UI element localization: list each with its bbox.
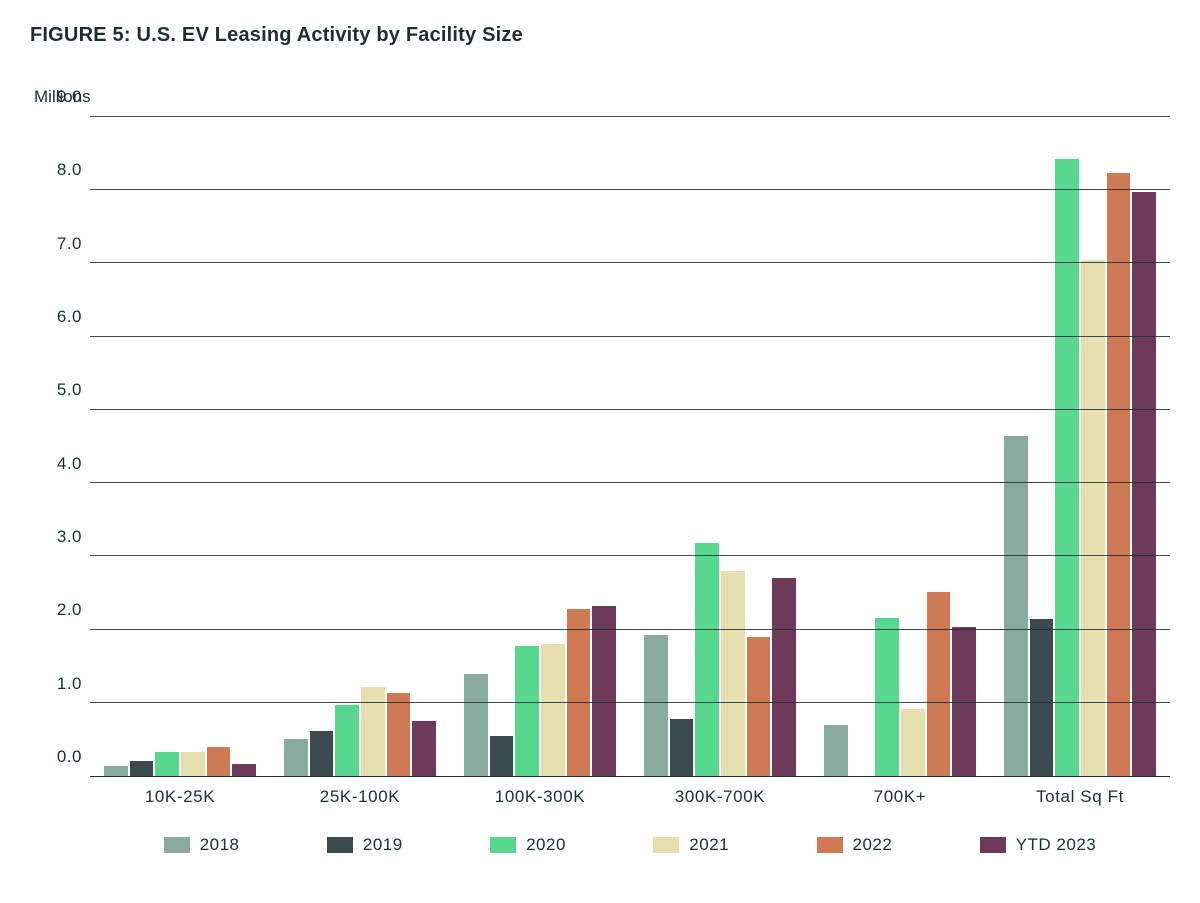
y-tick-label: 6.0 [57,307,82,327]
bar [1004,436,1028,776]
bar [875,618,899,776]
bar [310,731,334,776]
bar [644,635,668,776]
legend-item: 2019 [327,835,403,855]
y-tick-label: 9.0 [57,87,82,107]
x-tick-label: 700K+ [810,777,990,817]
legend-item: 2018 [164,835,240,855]
bar [1055,159,1079,776]
bar [387,693,411,776]
y-tick-label: 8.0 [57,160,82,180]
x-tick-label: 10K-25K [90,777,270,817]
bar-group [630,117,810,776]
x-axis: 10K-25K25K-100K100K-300K300K-700K700K+To… [90,777,1170,817]
x-tick-label: 300K-700K [630,777,810,817]
bar [541,644,565,776]
bar [772,578,796,776]
bar [567,609,591,776]
legend-item: 2020 [490,835,566,855]
y-tick-label: 3.0 [57,527,82,547]
legend-swatch [653,837,679,853]
y-axis: 0.01.02.03.04.05.06.07.08.09.0 [30,117,90,777]
y-tick-label: 0.0 [57,747,82,767]
y-axis-title: Millions [34,87,1170,107]
bar [670,719,694,776]
gridline [90,629,1170,630]
bar [181,752,205,776]
bar [1081,260,1105,776]
legend-label: 2021 [689,835,729,855]
bar-group [810,117,990,776]
gridline [90,189,1170,190]
bar-groups [90,117,1170,776]
x-tick-label: Total Sq Ft [990,777,1170,817]
legend-swatch [980,837,1006,853]
gridline [90,409,1170,410]
y-tick-label: 7.0 [57,234,82,254]
legend-item: 2022 [817,835,893,855]
legend: 2018 2019 2020 2021 2022 YTD 2023 [90,835,1170,855]
bar-group [90,117,270,776]
legend-item: YTD 2023 [980,835,1097,855]
legend-label: 2019 [363,835,403,855]
bar [232,764,256,776]
bar [130,761,154,776]
bar [824,725,848,776]
bar-group [990,117,1170,776]
bar [1132,192,1156,776]
bar [747,637,771,776]
y-tick-label: 4.0 [57,454,82,474]
chart-area: 0.01.02.03.04.05.06.07.08.09.0 [30,117,1170,777]
bar [207,747,231,776]
bar [284,739,308,776]
y-tick-label: 1.0 [57,674,82,694]
bar [721,571,745,776]
bar [490,736,514,776]
x-tick-label: 100K-300K [450,777,630,817]
y-tick-label: 5.0 [57,380,82,400]
legend-label: 2022 [853,835,893,855]
legend-swatch [164,837,190,853]
bar-group [270,117,450,776]
gridline [90,555,1170,556]
bar [464,674,488,777]
legend-label: YTD 2023 [1016,835,1097,855]
y-tick-label: 2.0 [57,600,82,620]
legend-swatch [327,837,353,853]
gridline [90,262,1170,263]
bar [412,721,436,776]
bar [361,687,385,776]
bar-group [450,117,630,776]
plot-area [90,117,1170,777]
bar [1107,173,1131,776]
bar [927,592,951,776]
gridline [90,702,1170,703]
figure-container: FIGURE 5: U.S. EV Leasing Activity by Fa… [0,0,1200,903]
legend-label: 2020 [526,835,566,855]
bar [592,606,616,776]
gridline [90,116,1170,117]
bar [104,766,128,776]
chart-title: FIGURE 5: U.S. EV Leasing Activity by Fa… [30,24,1170,47]
bar [155,752,179,776]
bar [1030,619,1054,776]
legend-swatch [490,837,516,853]
gridline [90,336,1170,337]
x-tick-label: 25K-100K [270,777,450,817]
gridline [90,482,1170,483]
bar [901,709,925,776]
bar [515,646,539,776]
legend-label: 2018 [200,835,240,855]
legend-item: 2021 [653,835,729,855]
bar [335,705,359,776]
bar [695,543,719,776]
legend-swatch [817,837,843,853]
